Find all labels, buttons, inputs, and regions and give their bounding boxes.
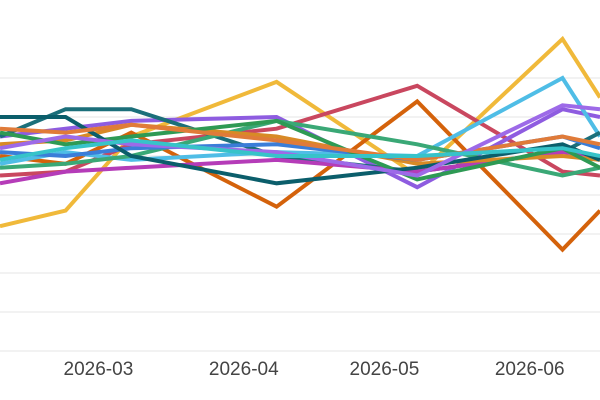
series-line-13	[0, 122, 600, 162]
series-line-4	[0, 107, 600, 190]
series-line-9	[0, 122, 600, 166]
series-line-1	[0, 35, 600, 229]
x-tick-label: 2026-05	[350, 359, 420, 380]
series-line-8	[0, 150, 600, 186]
series-line-12	[0, 115, 600, 186]
x-tick-label: 2026-06	[495, 359, 565, 380]
series-line-15	[0, 138, 600, 162]
series-lines	[0, 35, 600, 253]
x-tick-label: 2026-04	[209, 359, 279, 380]
x-axis-tick-labels: 2026-03 2026-04 2026-05 2026-06	[64, 359, 565, 380]
x-tick-label: 2026-03	[64, 359, 134, 380]
series-line-14	[0, 103, 600, 178]
gridlines	[0, 77, 600, 352]
